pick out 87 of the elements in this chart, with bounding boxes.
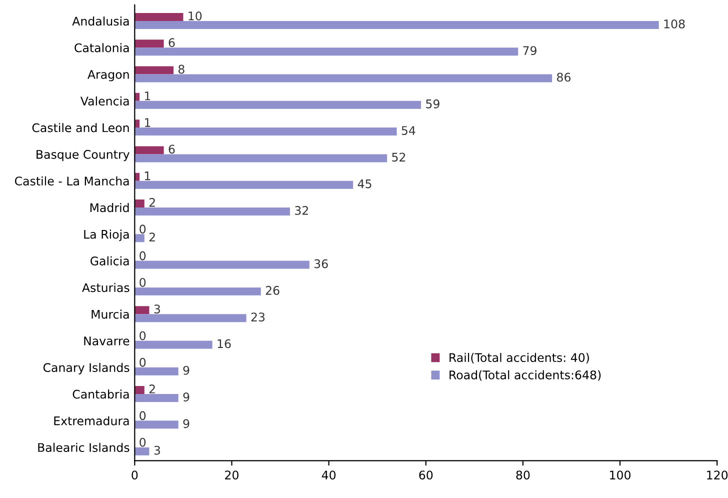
data-label: 36 <box>314 259 328 268</box>
bar <box>134 200 144 208</box>
bar <box>134 20 659 29</box>
data-label: 0 <box>140 278 146 287</box>
x-tick-label: 20 <box>225 470 238 480</box>
data-label: 6 <box>168 144 175 154</box>
bar <box>134 146 164 154</box>
data-label: 23 <box>251 312 265 322</box>
data-label: 3 <box>154 446 160 455</box>
bar <box>134 92 140 101</box>
data-label: 2 <box>149 384 155 394</box>
data-label: 0 <box>140 224 146 234</box>
data-label: 16 <box>218 339 231 348</box>
bar <box>134 66 174 74</box>
y-tick-label: Valencia <box>80 96 129 106</box>
data-label: 54 <box>402 126 416 135</box>
data-label: 9 <box>183 366 190 375</box>
bar <box>134 420 178 429</box>
data-label: 0 <box>140 358 146 367</box>
y-tick-label: Catalonia <box>74 43 129 52</box>
data-label: 1 <box>144 92 150 100</box>
data-label: 3 <box>154 304 160 314</box>
x-tick-label: 0 <box>132 470 138 480</box>
bar <box>134 260 310 269</box>
x-tick-label: 120 <box>707 470 728 480</box>
y-tick-label: Madrid <box>90 203 129 212</box>
bar <box>134 234 144 242</box>
data-label: 8 <box>178 64 184 74</box>
y-tick-label: La Rioja <box>84 230 129 242</box>
x-tick-label: 40 <box>322 470 336 480</box>
y-tick-label: Murcia <box>92 310 129 319</box>
bar <box>134 314 246 322</box>
data-label: 45 <box>358 180 372 188</box>
bar <box>134 100 422 109</box>
y-tick-label: Castile and Leon <box>32 123 129 132</box>
bar <box>134 120 140 128</box>
y-tick-label: Andalusia <box>72 16 129 26</box>
x-tick-label: 100 <box>610 470 630 480</box>
bar <box>134 128 397 136</box>
y-tick-label: Balearic Islands <box>38 442 130 452</box>
x-tick-label: 80 <box>516 470 530 480</box>
data-label: 59 <box>426 99 440 108</box>
y-tick-label: Galicia <box>90 256 129 266</box>
bar <box>134 367 178 376</box>
bar <box>134 12 184 21</box>
bar <box>134 48 518 56</box>
y-tick-label: Extremadura <box>54 416 129 426</box>
data-label: 26 <box>266 286 280 295</box>
bar <box>134 40 164 48</box>
y-tick-label: Asturias <box>82 282 130 292</box>
bar <box>134 447 150 456</box>
bar <box>134 172 140 181</box>
data-label: 6 <box>168 38 175 48</box>
data-label: 2 <box>149 198 155 207</box>
bar <box>134 74 552 82</box>
data-label: 1 <box>144 172 150 180</box>
y-tick-label: Canary Islands <box>43 362 130 374</box>
bar <box>134 180 354 189</box>
bar <box>134 394 178 402</box>
y-tick-label: Cantabria <box>72 390 129 399</box>
legend-label: Road(Total accidents:648) <box>450 370 601 381</box>
bar <box>134 306 150 314</box>
y-tick-label: Navarre <box>84 336 130 346</box>
bar <box>134 154 388 162</box>
data-label: 108 <box>664 19 685 28</box>
bar <box>134 340 212 349</box>
data-label: 86 <box>557 72 571 82</box>
data-label: 79 <box>523 46 536 56</box>
bar <box>134 386 144 394</box>
data-label: 2 <box>149 232 155 242</box>
y-tick-label: Castile - La Mancha <box>14 176 129 186</box>
data-label: 0 <box>140 331 146 340</box>
data-label: 32 <box>295 206 308 215</box>
x-tick-label: 60 <box>419 470 433 480</box>
data-label: 10 <box>188 11 202 20</box>
y-tick-label: Aragon <box>88 70 129 82</box>
data-label: 9 <box>183 392 190 402</box>
y-tick-label: Basque Country <box>36 150 130 162</box>
data-label: 0 <box>140 411 146 420</box>
data-label: 9 <box>183 419 190 428</box>
data-label: 0 <box>140 251 146 260</box>
data-label: 1 <box>144 118 150 127</box>
data-label: 0 <box>140 438 146 447</box>
bar <box>134 208 290 216</box>
bar <box>134 287 261 296</box>
data-label: 52 <box>392 152 406 162</box>
legend-label: Rail(Total accidents: 40) <box>450 352 589 364</box>
